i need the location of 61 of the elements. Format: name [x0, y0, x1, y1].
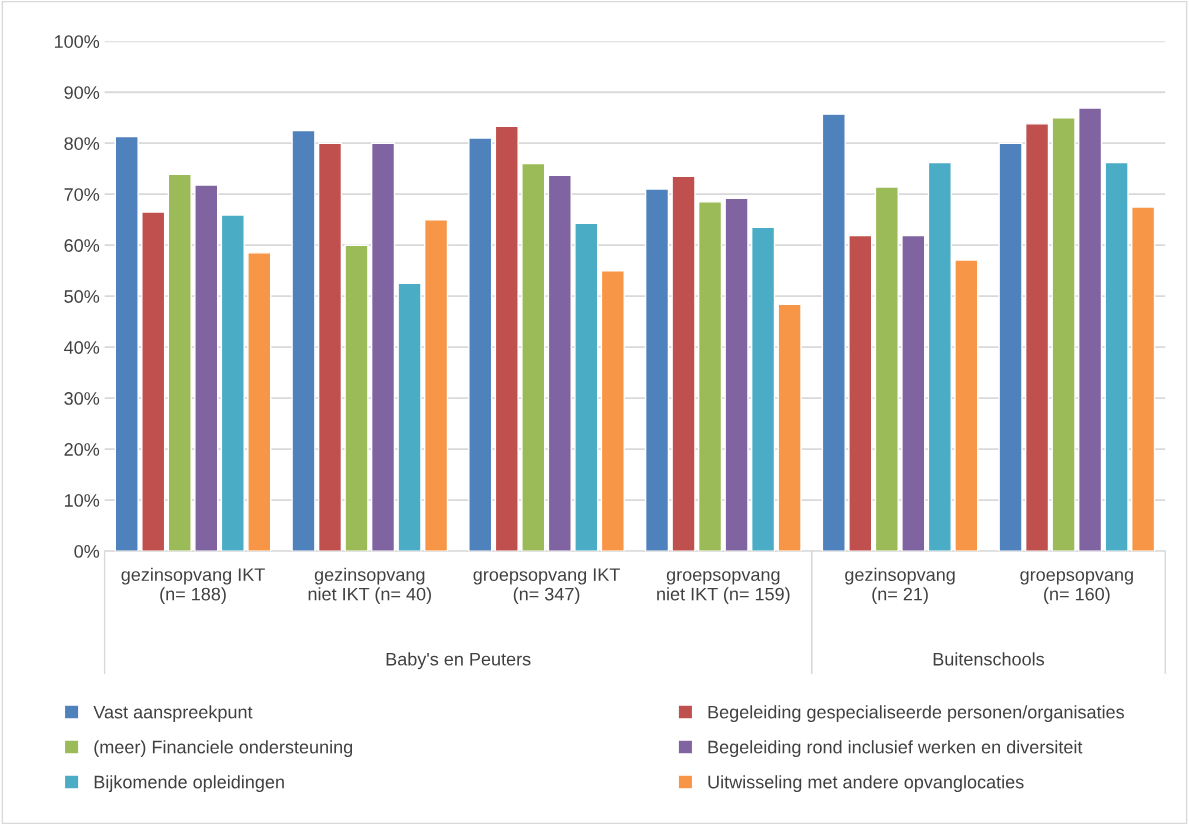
y-tick-label: 30% — [64, 392, 100, 405]
bar — [671, 175, 696, 552]
x-tick-label: gezinsopvang (n= 21) — [845, 567, 955, 605]
bar — [927, 161, 952, 552]
bar — [1077, 107, 1103, 552]
y-tick-label: 60% — [64, 239, 100, 252]
bar — [954, 259, 979, 552]
bar — [821, 113, 846, 552]
bar — [1104, 161, 1129, 552]
bar — [1051, 117, 1076, 552]
y-tick-label: 20% — [64, 443, 100, 456]
x-tick-label: groepsopvang IKT (n= 347) — [473, 568, 620, 605]
bar — [644, 188, 670, 552]
bar — [874, 186, 899, 552]
y-tick-label: 100% — [54, 35, 100, 48]
bar — [220, 214, 245, 552]
legend-label: (meer) Financiele ondersteuning — [94, 740, 353, 758]
bar — [370, 142, 396, 552]
legend-label: Bijkomende opleidingen — [94, 775, 284, 793]
bar — [247, 252, 272, 552]
legend-label: Begeleiding gespecialiseerde personen/organisaties — [708, 705, 1124, 723]
x-tick-label: gezinsopvang niet IKT (n= 40) — [308, 567, 431, 605]
text: Baby's en Peuters — [386, 652, 531, 670]
bar — [423, 219, 449, 552]
bar — [1024, 123, 1050, 552]
bar — [547, 174, 572, 552]
y-tick-label: 40% — [64, 341, 100, 354]
bar — [194, 184, 219, 552]
bar — [750, 226, 776, 552]
x-tick-label: groepsopvang (n= 160) — [1020, 571, 1133, 605]
bar — [600, 269, 625, 552]
x-tick-label: groepsopvang niet IKT (n= 159) — [657, 571, 790, 605]
text: Buitenschools — [933, 652, 1045, 666]
bar — [291, 129, 316, 552]
bar — [141, 211, 166, 552]
legend-label: Vast aanspreekpunt — [93, 705, 253, 723]
bar — [114, 135, 139, 552]
bar — [344, 244, 369, 552]
bar — [468, 137, 493, 552]
bar — [848, 234, 873, 552]
bar — [1131, 206, 1156, 552]
legend-label: Begeleiding rond inclusief werken en diversiteit — [708, 740, 1083, 758]
bar — [901, 234, 926, 552]
bar — [397, 282, 422, 552]
y-tick-label: 90% — [64, 86, 100, 99]
bar — [167, 173, 192, 552]
bar — [777, 303, 802, 552]
x-tick-label: gezinsopvang IKT (n= 188) — [121, 567, 265, 605]
legend-label: Uitwisseling met andere opvanglocaties — [708, 775, 1024, 793]
bar — [697, 201, 723, 552]
bar — [724, 197, 749, 552]
bar — [494, 125, 519, 552]
y-tick-label: 10% — [65, 494, 100, 507]
bar — [574, 222, 599, 552]
bar — [317, 142, 343, 552]
y-tick-label: 0% — [74, 545, 100, 558]
bar — [998, 142, 1023, 552]
y-tick-label: 80% — [64, 137, 100, 150]
y-tick-label: 50% — [64, 290, 100, 303]
bar — [521, 162, 546, 552]
y-tick-label: 70% — [64, 188, 100, 201]
